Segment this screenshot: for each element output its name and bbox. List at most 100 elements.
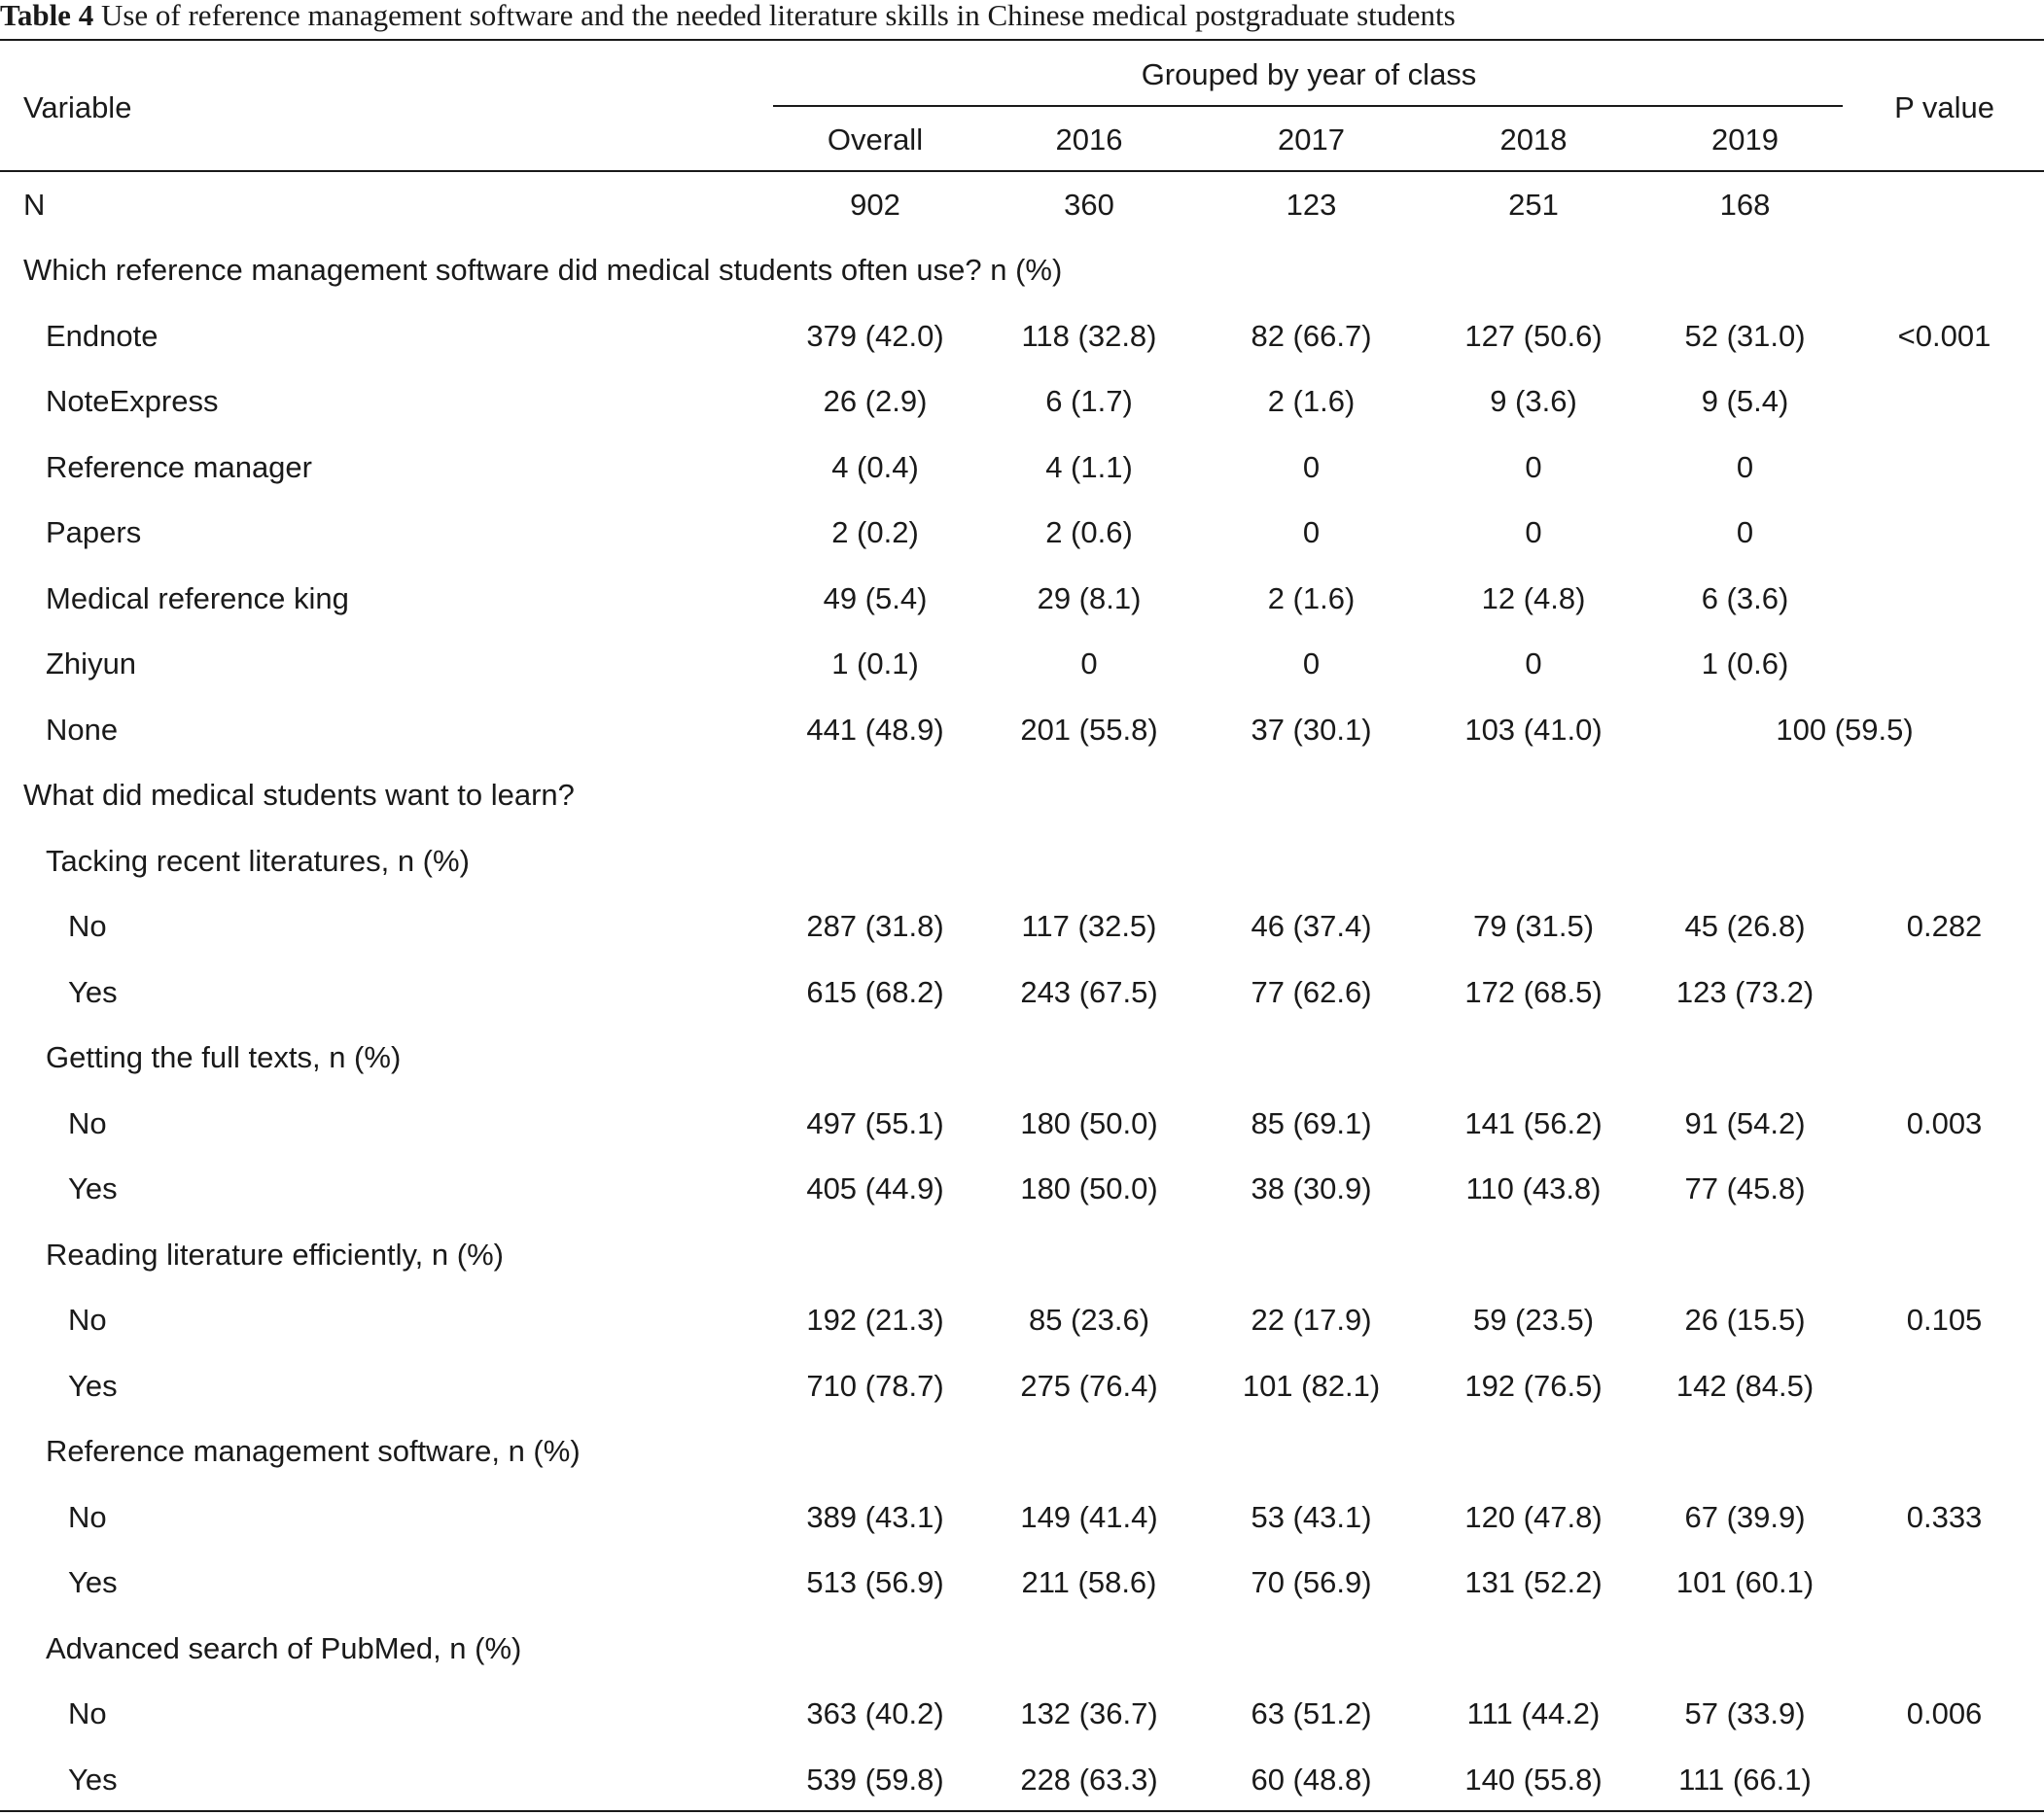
row-label: Yes: [68, 974, 118, 1009]
table-row: Reference manager 4 (0.4) 4 (1.1) 0 0 0: [0, 435, 2044, 501]
table-row: No 192 (21.3) 85 (23.6) 22 (17.9) 59 (23.5) 2…: [0, 1288, 2044, 1354]
table-cell: 120 (47.8): [1464, 1499, 1603, 1534]
table-cell: 70 (56.9): [1251, 1565, 1372, 1600]
table-cell: 127 (50.6): [1464, 318, 1603, 353]
table-row: No 363 (40.2) 132 (36.7) 63 (51.2) 111 (44.2…: [0, 1682, 2044, 1748]
table-row: What did medical students want to learn?: [0, 763, 2044, 829]
table-cell: 243 (67.5): [1020, 974, 1158, 1009]
row-label: Advanced search of PubMed, n (%): [46, 1630, 522, 1665]
row-label: Getting the full texts, n (%): [46, 1040, 402, 1075]
p-value-cell: [1845, 369, 2044, 436]
table-cell: 228 (63.3): [1020, 1762, 1158, 1797]
table-cell: 168: [1719, 187, 1771, 222]
p-value-cell: 0.105: [1906, 1303, 1983, 1338]
table-cell: 0: [1525, 646, 1542, 681]
row-label: Tacking recent literatures, n (%): [46, 843, 470, 878]
table-row: NoteExpress 26 (2.9) 6 (1.7) 2 (1.6) 9 (3.6)…: [0, 369, 2044, 436]
table-row: Papers 2 (0.2) 2 (0.6) 0 0 0: [0, 501, 2044, 567]
table-row: Zhiyun 1 (0.1) 0 0 0 1 (0.6): [0, 632, 2044, 698]
table-cell: 63 (51.2): [1251, 1696, 1372, 1731]
group-rule: [773, 105, 1843, 107]
row-label: NoteExpress: [46, 384, 219, 419]
p-value-cell: 0.282: [1906, 909, 1983, 944]
table-cell: 77 (62.6): [1251, 974, 1372, 1009]
table-cell: 26 (2.9): [823, 384, 928, 419]
table-cell: 615 (68.2): [806, 974, 944, 1009]
header-variable: Variable: [23, 89, 132, 124]
row-label: Medical reference king: [46, 580, 349, 615]
p-value-cell: [1845, 960, 2044, 1026]
header-row-1: Variable Grouped by year of class P valu…: [0, 43, 2044, 124]
data-table: Variable Grouped by year of class P valu…: [0, 43, 2044, 1813]
table-cell: 363 (40.2): [806, 1696, 944, 1731]
bottom-rule: [0, 1810, 2044, 1812]
table-cell: 117 (32.5): [1021, 909, 1157, 944]
table-row: Reference management software, n (%): [0, 1419, 2044, 1485]
table-cell: 22 (17.9): [1251, 1303, 1372, 1338]
table-caption-label: Table 4: [0, 0, 94, 32]
table-cell: 142 (84.5): [1675, 1368, 1815, 1403]
table-cell: 79 (31.5): [1472, 909, 1595, 944]
table-cell: 0: [1302, 449, 1321, 484]
row-label: None: [46, 712, 119, 747]
table-cell: 2 (0.6): [1045, 515, 1133, 550]
table-cell: 389 (43.1): [806, 1499, 944, 1534]
table-cell: 82 (66.7): [1251, 318, 1372, 353]
table-row: Tacking recent literatures, n (%): [0, 828, 2044, 894]
table-cell: 379 (42.0): [806, 318, 944, 353]
table-cell: 46 (37.4): [1251, 909, 1372, 944]
table-caption-text: Use of reference management software and…: [93, 0, 1456, 32]
table-cell: 513 (56.9): [806, 1565, 944, 1600]
table-cell: 2 (0.2): [831, 515, 919, 550]
table-cell: 497 (55.1): [806, 1105, 944, 1140]
table-cell: 180 (50.0): [1020, 1171, 1158, 1206]
table-cell: 2 (1.6): [1267, 384, 1356, 419]
table-cell: 0: [1736, 515, 1754, 550]
table-cell: 110 (43.8): [1465, 1171, 1602, 1206]
p-value-cell: [1845, 501, 2044, 567]
p-value-cell: <0.001: [1897, 318, 1991, 353]
table-cell: 251: [1508, 187, 1559, 222]
table-row: Endnote 379 (42.0) 118 (32.8) 82 (66.7) 127 …: [0, 303, 2044, 369]
row-label: Yes: [68, 1368, 118, 1403]
table-row: None 441 (48.9) 201 (55.8) 37 (30.1) 103 (41…: [0, 697, 2044, 763]
header-col-overall: Overall: [827, 122, 924, 157]
table-cell: 405 (44.9): [806, 1171, 944, 1206]
table-cell: 6 (1.7): [1045, 384, 1133, 419]
p-value-cell: [1845, 566, 2044, 632]
header-p-value: P value: [1894, 89, 1994, 124]
row-label: Reference manager: [46, 449, 312, 484]
p-value-cell: 0.333: [1906, 1499, 1983, 1534]
table-cell: 49 (5.4): [823, 580, 928, 615]
table-cell: 0: [1302, 515, 1321, 550]
table-body: N 902 360 123 251 168 Which reference manageme…: [0, 172, 2044, 1813]
table-cell: 360: [1064, 187, 1114, 222]
table-cell: 1 (0.6): [1701, 646, 1789, 681]
p-value-cell: [1845, 632, 2044, 698]
p-value-cell: [1845, 435, 2044, 501]
table-row: Advanced search of PubMed, n (%): [0, 1616, 2044, 1682]
table-cell: 9 (5.4): [1701, 384, 1789, 419]
table-cell: 59 (23.5): [1472, 1303, 1595, 1338]
table-cell: 539 (59.8): [806, 1762, 944, 1797]
table-row: No 287 (31.8) 117 (32.5) 46 (37.4) 79 (31.5)…: [0, 894, 2044, 960]
table-cell: 37 (30.1): [1251, 712, 1372, 747]
row-label: Endnote: [46, 318, 159, 353]
table-cell: 29 (8.1): [1037, 580, 1142, 615]
table-cell: 141 (56.2): [1464, 1105, 1603, 1140]
table-row: Yes 539 (59.8) 228 (63.3) 60 (48.8) 140 (55.…: [0, 1747, 2044, 1813]
table-row: Yes 615 (68.2) 243 (67.5) 77 (62.6) 172 (68.…: [0, 960, 2044, 1026]
table-cell: 0: [1302, 646, 1321, 681]
table-cell: 4 (1.1): [1045, 449, 1133, 484]
p-value-cell: [1845, 1157, 2044, 1223]
row-label: No: [68, 1696, 107, 1731]
table-cell: 12 (4.8): [1481, 580, 1586, 615]
table-row: N 902 360 123 251 168: [0, 172, 2044, 238]
table-cell: 0: [1525, 515, 1542, 550]
table-cell: 57 (33.9): [1684, 1696, 1806, 1731]
table-cell: 101 (60.1): [1675, 1565, 1815, 1600]
table-cell: 123: [1286, 187, 1337, 222]
table-cell: 103 (41.0): [1464, 712, 1603, 747]
header-col-2019: 2019: [1711, 122, 1779, 157]
